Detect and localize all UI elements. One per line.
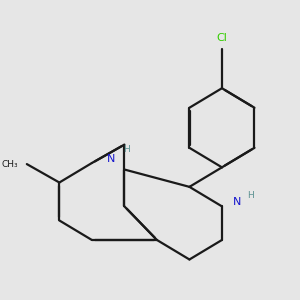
Text: H: H: [247, 191, 253, 200]
Text: N: N: [107, 154, 116, 164]
Text: CH₃: CH₃: [2, 160, 18, 169]
Text: N: N: [233, 197, 241, 207]
Text: Cl: Cl: [217, 33, 227, 43]
Text: H: H: [123, 146, 130, 154]
